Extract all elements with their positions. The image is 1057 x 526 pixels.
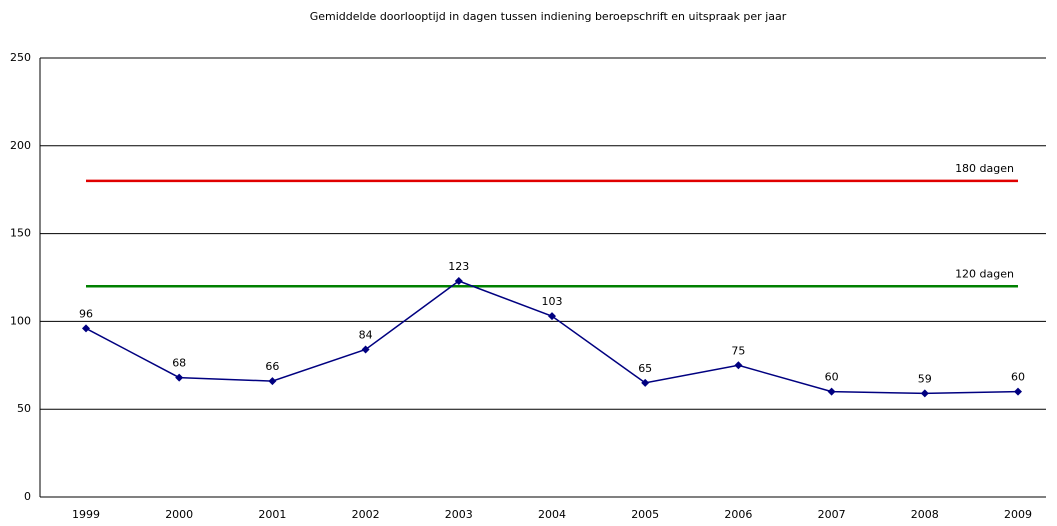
data-label: 65	[638, 362, 652, 375]
point	[734, 361, 743, 370]
data-label: 123	[448, 260, 469, 273]
point	[175, 373, 184, 382]
point	[454, 277, 463, 286]
x-tick-label: 2002	[352, 508, 380, 521]
data-label: 103	[542, 295, 563, 308]
point	[548, 312, 556, 321]
x-tick-label: 2006	[724, 508, 752, 521]
point	[827, 387, 836, 396]
series-label: 120 dagen	[955, 267, 1014, 280]
chart-title: Gemiddelde doorlooptijd in dagen tussen …	[310, 10, 787, 23]
data-label: 60	[1011, 371, 1025, 384]
y-tick-label: 50	[17, 402, 31, 415]
series-label: 180 dagen	[955, 162, 1014, 175]
x-tick-label: 2004	[538, 508, 566, 521]
x-tick-label: 2003	[445, 508, 473, 521]
y-tick-label: 0	[24, 490, 31, 503]
x-tick-label: 1999	[72, 508, 100, 521]
y-tick-label: 100	[10, 314, 31, 327]
point	[361, 345, 370, 354]
x-tick-label: 2008	[911, 508, 939, 521]
point	[641, 378, 650, 387]
y-tick-label: 150	[10, 227, 31, 240]
data-label: 60	[825, 371, 839, 384]
data-label: 96	[79, 307, 93, 320]
data-label: 84	[359, 328, 373, 341]
data-label: 68	[172, 357, 186, 370]
point	[82, 324, 90, 333]
point	[268, 377, 277, 386]
x-tick-label: 2005	[631, 508, 659, 521]
data-label: 66	[265, 360, 279, 373]
y-tick-label: 250	[10, 51, 31, 64]
point	[920, 389, 929, 398]
data-label: 59	[918, 372, 932, 385]
x-tick-label: 2000	[165, 508, 193, 521]
y-tick-label: 200	[10, 139, 31, 152]
x-tick-label: 2007	[818, 508, 846, 521]
point	[1014, 387, 1022, 396]
x-tick-label: 2009	[1004, 508, 1032, 521]
x-tick-label: 2001	[258, 508, 286, 521]
data-label: 75	[731, 344, 745, 357]
